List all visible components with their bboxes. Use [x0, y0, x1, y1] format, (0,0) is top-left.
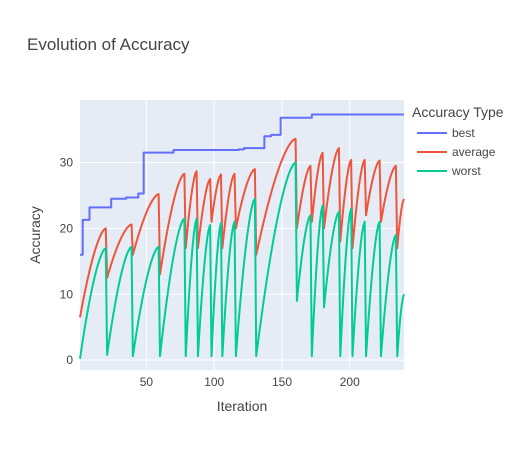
legend-items: best average worst	[417, 126, 496, 178]
y-tick-label: 20	[60, 221, 74, 235]
legend-label-worst: worst	[451, 164, 481, 178]
legend: Accuracy Type best average worst	[412, 104, 504, 178]
chart-title: Evolution of Accuracy	[27, 35, 190, 54]
y-axis-label: Accuracy	[27, 206, 43, 264]
x-tick-label: 150	[272, 375, 292, 389]
x-axis-label: Iteration	[217, 398, 268, 414]
y-axis-ticks: 0 10 20 30	[60, 156, 74, 368]
x-tick-label: 200	[340, 375, 360, 389]
x-axis-ticks: 50 100 150 200	[140, 375, 360, 389]
legend-title: Accuracy Type	[412, 104, 504, 120]
x-tick-label: 100	[204, 375, 224, 389]
series-group	[79, 113, 405, 359]
y-tick-label: 10	[60, 287, 74, 301]
series-line-worst	[79, 161, 405, 359]
x-gridlines	[145, 100, 351, 370]
legend-label-best: best	[452, 126, 475, 140]
legend-label-average: average	[452, 145, 496, 159]
series-line-best	[80, 113, 404, 256]
series-line-average	[79, 137, 405, 318]
y-tick-label: 0	[66, 353, 73, 367]
x-tick-label: 50	[140, 375, 154, 389]
plot-area	[80, 100, 404, 370]
y-tick-label: 30	[60, 156, 74, 170]
